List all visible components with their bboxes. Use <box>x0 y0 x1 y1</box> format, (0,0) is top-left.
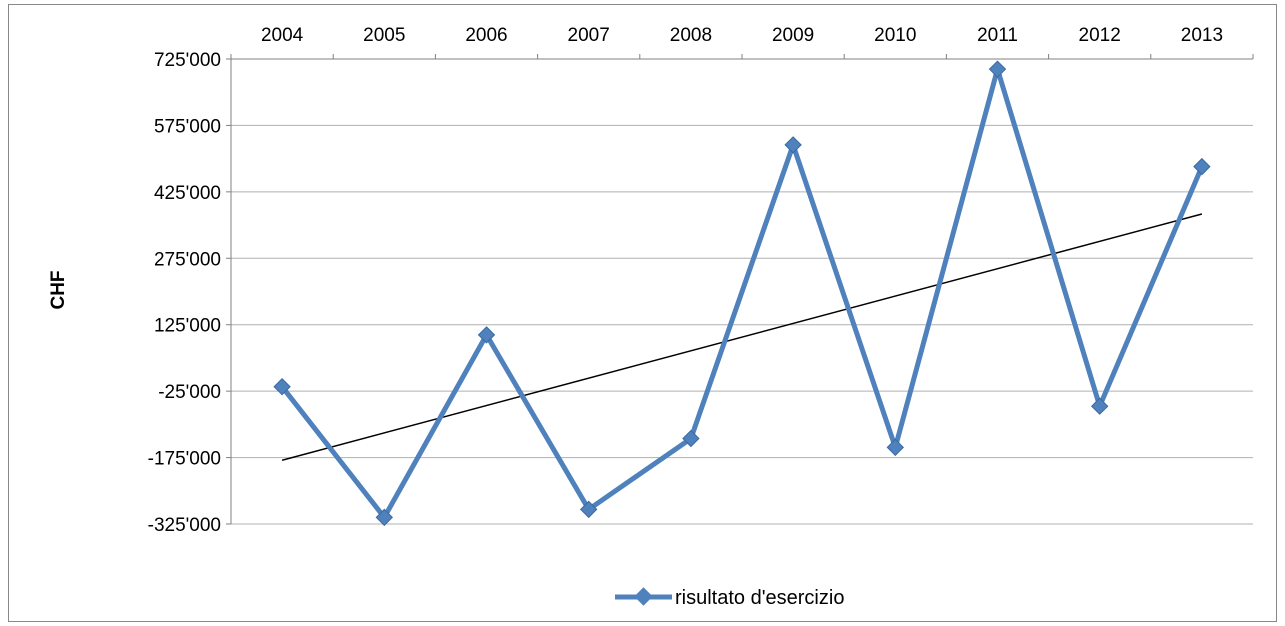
data-point <box>375 508 394 527</box>
data-point <box>1193 157 1211 176</box>
x-tick-label: 2011 <box>977 25 1018 46</box>
y-tick-label: -325'000 <box>148 515 221 536</box>
data-point <box>273 378 291 396</box>
y-tick-label: 575'000 <box>154 116 221 137</box>
x-tick-label: 2004 <box>261 25 304 46</box>
legend-diamond-marker <box>634 587 653 606</box>
series-line <box>279 66 1205 520</box>
x-tick-label: 2008 <box>670 25 712 46</box>
x-axis: 2004 2005 2006 2007 2008 2009 2010 2011 2012 2013 <box>230 25 1254 60</box>
legend: risultato d'esercizio <box>615 587 844 609</box>
data-point <box>477 326 496 344</box>
data-point <box>579 500 598 519</box>
chart-area: 2004 2005 2006 2007 2008 2009 2010 2011 2012 2013… <box>8 4 1277 622</box>
x-tick-label: 2013 <box>1181 25 1223 46</box>
data-point <box>988 60 1007 78</box>
y-tick-label: -175'000 <box>148 449 221 470</box>
x-tick-label: 2007 <box>568 25 610 46</box>
line-chart: 2004 2005 2006 2007 2008 2009 2010 2011 2012 2013… <box>48 25 1254 609</box>
data-point <box>784 136 802 154</box>
y-tick-label: 275'000 <box>154 249 221 270</box>
y-tick-label: -25'000 <box>158 382 221 403</box>
x-tick-label: 2009 <box>772 25 814 46</box>
legend-label: risultato d'esercizio <box>675 587 844 609</box>
y-tick-label: 725'000 <box>154 50 221 71</box>
data-point <box>886 438 905 457</box>
y-axis: -325'000 -175'000 -25'000 125'000 275'000 425… <box>148 50 232 536</box>
x-tick-label: 2012 <box>1079 25 1121 46</box>
grid-lines <box>231 58 1253 525</box>
y-tick-label: 425'000 <box>154 183 221 204</box>
series-group <box>273 60 1211 527</box>
data-point <box>1090 397 1109 415</box>
x-tick-label: 2010 <box>874 25 916 46</box>
x-tick-label: 2006 <box>465 25 507 46</box>
y-axis-title: CHF <box>48 270 69 309</box>
trendline-group <box>281 213 1203 461</box>
data-point <box>682 429 700 448</box>
y-tick-label: 125'000 <box>154 316 221 337</box>
trendline <box>281 213 1203 461</box>
x-tick-label: 2005 <box>363 25 405 46</box>
